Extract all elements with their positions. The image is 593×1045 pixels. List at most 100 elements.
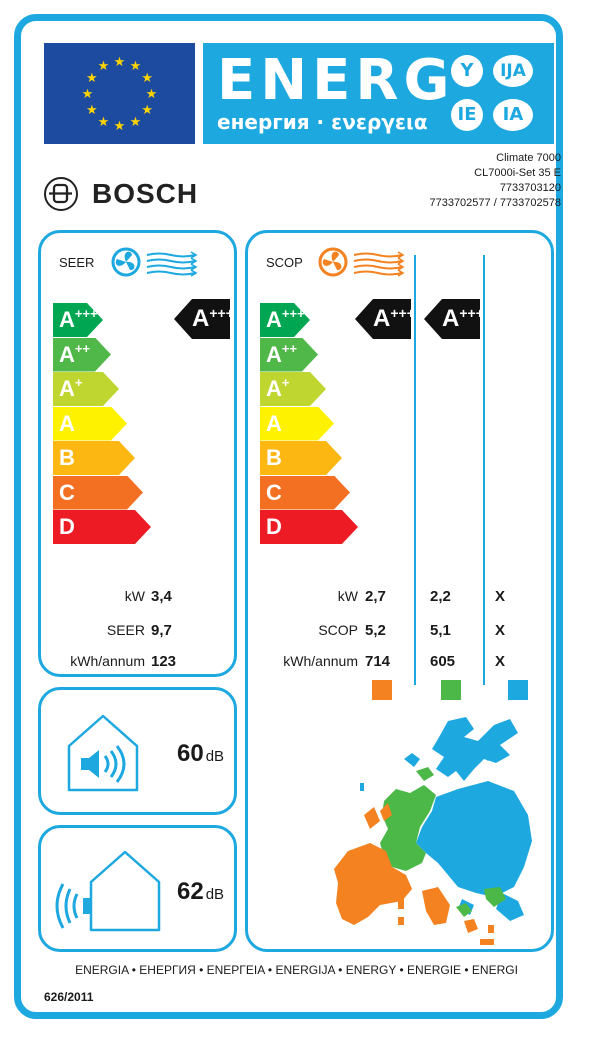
seer-rating-arrow: A+++ [174, 299, 230, 339]
scop-warm-kwh-value: 714 [365, 653, 391, 670]
eu-star-icon: ★ [113, 54, 126, 69]
cold-climate-swatch [508, 680, 528, 700]
model-number: 7733703120 [499, 182, 561, 194]
scop-average-kw-value: 2,2 [430, 588, 451, 605]
energy-header: ENERG енергия · ενεργεια Y IJA IE IA [203, 43, 554, 144]
scop-cold-kwh-value: X [495, 653, 506, 670]
seer-class-arrow: A+++ [53, 303, 103, 337]
model-units: 7733702577 / 7733702578 [429, 197, 561, 209]
seer-class-letter: A [59, 376, 75, 401]
scop-rating-class-warm: A [373, 305, 391, 332]
badge-y: Y [451, 55, 483, 87]
seer-class-plus: +++ [74, 306, 98, 321]
seer-class-plus: ++ [74, 340, 91, 356]
europe-climate-zone-map [334, 717, 532, 945]
seer-class-letter: C [59, 479, 75, 505]
brand: BOSCH [44, 175, 198, 213]
scop-column-divider-2 [483, 255, 485, 685]
eu-star-icon: ★ [85, 102, 98, 117]
eu-star-icon: ★ [141, 102, 154, 117]
scop-title: SCOP [266, 255, 303, 270]
seer-class-plus: + [74, 375, 83, 390]
eu-star-icon: ★ [129, 113, 142, 129]
scop-average-kwh-value: 605 [430, 653, 456, 670]
seer-class-letter: A [59, 307, 75, 332]
energy-subtitle: енергия · ενεργεια [217, 110, 428, 134]
eu-star-icon: ★ [129, 58, 142, 74]
seer-kw-value: 3,4 [151, 588, 172, 605]
eu-star-icon: ★ [97, 113, 110, 129]
scop-kw-label: kW [337, 588, 358, 604]
scop-rating-plus-average: +++ [459, 305, 484, 321]
scop-class-arrow: A [260, 407, 334, 441]
seer-class-letter: A [59, 410, 75, 436]
seer-kwh-label: kWh/annum [70, 653, 145, 669]
model-info: Climate 7000 CL7000i-Set 35 E 7733703120… [429, 151, 561, 211]
eu-star-icon: ★ [141, 70, 154, 85]
scop-class-letter: A [266, 376, 282, 401]
warm-climate-swatch [372, 680, 392, 700]
scop-class-arrow: C [260, 476, 350, 510]
seer-rating-class: A [192, 305, 210, 332]
scop-rating-arrow-average: A+++ [424, 299, 480, 339]
scop-class-plus: +++ [281, 306, 305, 321]
seer-kwh-value: 123 [151, 653, 177, 670]
outdoor-speaker-house-icon [55, 850, 161, 932]
outdoor-noise-unit: dB [205, 886, 225, 903]
scop-class-arrow: A++ [260, 338, 318, 372]
outdoor-noise-value: 62 [177, 878, 204, 905]
scop-class-letter: C [266, 479, 282, 505]
eu-star-icon: ★ [145, 86, 158, 101]
eu-star-icon: ★ [81, 86, 94, 101]
scop-class-arrow: A+ [260, 372, 326, 406]
brand-name: BOSCH [92, 178, 199, 209]
scop-class-arrow: A+++ [260, 303, 310, 337]
scop-scop-label: SCOP [318, 622, 358, 638]
seer-seer-label: SEER [106, 622, 145, 638]
indoor-noise-unit: dB [205, 748, 225, 765]
eu-flag: ★ ★ ★ ★ ★ ★ ★ ★ ★ ★ ★ ★ [44, 43, 195, 144]
scop-class-letter: D [266, 514, 282, 539]
regulation-number: 626/2011 [44, 990, 94, 1004]
badge-ia: IA [493, 99, 533, 131]
scop-class-arrow: B [260, 441, 342, 475]
seer-class-arrow: C [53, 476, 143, 510]
bosch-logo-icon [44, 177, 78, 211]
badge-ie: IE [451, 99, 483, 131]
model-set: CL7000i-Set 35 E [474, 167, 561, 179]
seer-class-letter: B [59, 445, 75, 470]
seer-class-arrow: B [53, 441, 135, 475]
outdoor-noise-panel: 62 dB [38, 825, 237, 952]
scop-warm-kw-value: 2,7 [365, 588, 386, 605]
scop-rating-class-average: A [442, 305, 460, 332]
scop-class-letter: A [266, 307, 282, 332]
seer-title: SEER [59, 255, 95, 270]
seer-class-arrow: A [53, 407, 127, 441]
badge-ija: IJA [493, 55, 533, 87]
scop-column-divider-1 [414, 255, 416, 685]
outdoor-noise: 62 dB [177, 878, 224, 906]
seer-kw-label: kW [124, 588, 145, 604]
indoor-noise-panel: 60 dB [38, 687, 237, 815]
model-name: Climate 7000 [496, 152, 561, 164]
eu-star-icon: ★ [97, 58, 110, 74]
seer-rating-plus: +++ [209, 305, 234, 321]
energy-word: ENERG [217, 48, 455, 113]
scop-class-plus: + [281, 375, 290, 390]
scop-class-letter: B [266, 445, 282, 470]
scop-average-scop-value: 5,1 [430, 622, 451, 639]
footer-languages: ENERGIA • ЕНЕРГИЯ • ΕΝΕΡΓΕΙΑ • ENERGIJA … [75, 963, 518, 977]
scop-class-plus: ++ [281, 340, 298, 356]
seer-panel: SEER A+++ A++ A+ A B C D A+++ kW 3,4 SEER 9,7 … [38, 230, 237, 677]
eu-star-icon: ★ [85, 70, 98, 85]
scop-class-letter: A [266, 341, 282, 367]
seer-seer-value: 9,7 [151, 622, 172, 639]
eu-star-icon: ★ [113, 118, 126, 133]
indoor-noise: 60 dB [177, 740, 224, 768]
heating-fan-icon [318, 247, 405, 277]
average-climate-swatch [441, 680, 461, 700]
seer-class-letter: D [59, 514, 75, 539]
cooling-fan-icon [111, 247, 198, 277]
scop-cold-kw-value: X [495, 588, 506, 605]
scop-class-arrow: D [260, 510, 358, 544]
